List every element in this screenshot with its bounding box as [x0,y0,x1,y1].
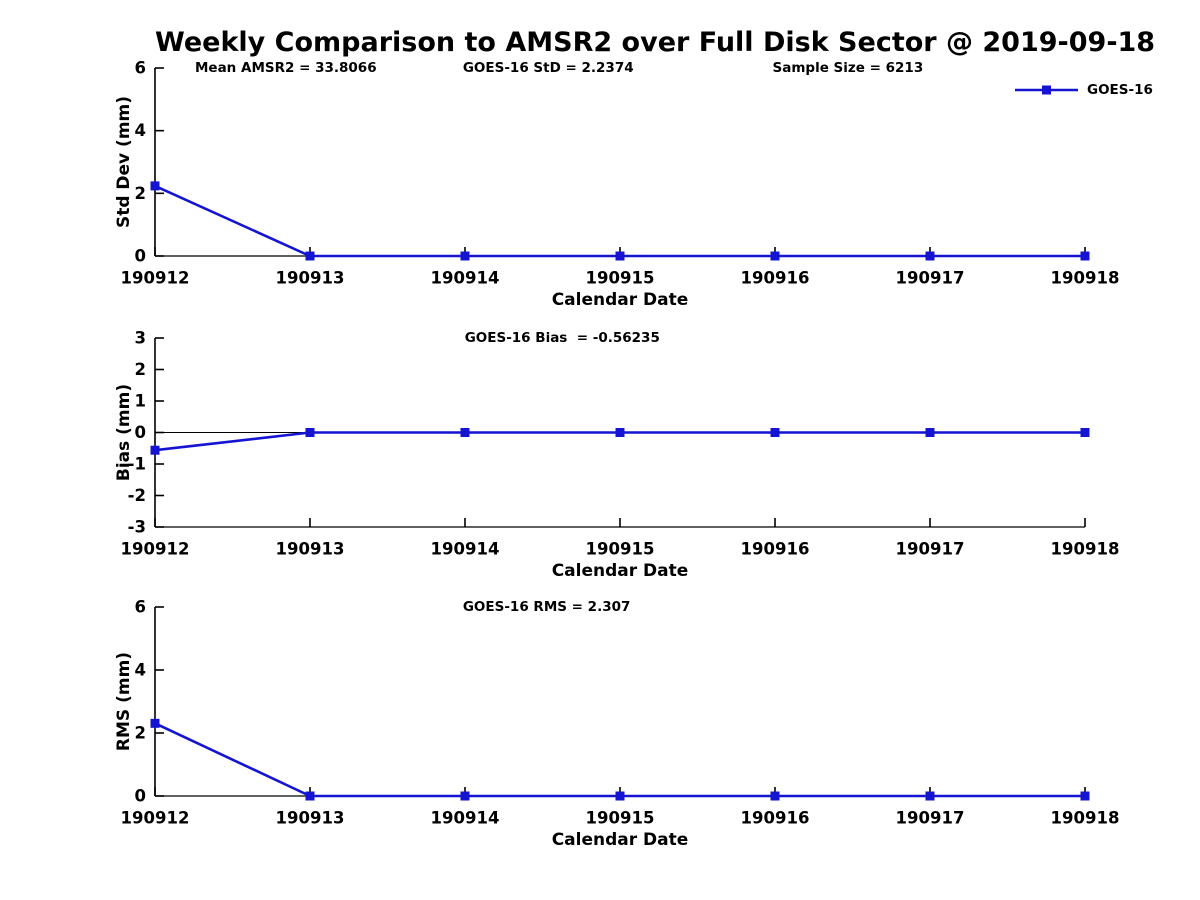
data-point [150,181,160,191]
y-axis-label: RMS (mm) [114,652,134,751]
data-point [770,428,780,437]
y-tick-label: 2 [135,360,146,379]
data-point [1080,791,1090,801]
data-point [305,251,315,261]
data-point [305,791,315,801]
y-tick-label: -3 [128,518,146,537]
x-tick-label: 190913 [276,809,345,828]
y-tick-label: -2 [128,486,146,505]
x-tick-label: 190914 [431,809,500,828]
data-line [154,184,1085,258]
data-point [615,428,625,437]
x-tick-label: 190918 [1051,269,1120,288]
y-tick-label: 6 [135,598,146,617]
x-tick-label: 190917 [896,269,965,288]
data-point [460,428,470,437]
data-point [150,718,160,728]
annotation: GOES-16 RMS = 2.307 [463,599,631,615]
x-tick-label: 190915 [586,540,655,559]
annotation: GOES-16 Bias = -0.56235 [465,330,660,346]
x-tick-label: 190916 [741,269,810,288]
data-point [1080,251,1090,261]
x-tick-label: 190912 [121,269,190,288]
legend-marker [1042,85,1051,95]
data-point [770,791,780,801]
figure-title: Weekly Comparison to AMSR2 over Full Dis… [155,27,1156,58]
x-tick-label: 190916 [741,809,810,828]
x-tick-label: 190915 [586,809,655,828]
y-tick-label: 6 [135,59,146,78]
y-axis-label: Bias (mm) [114,384,134,481]
legend-label: GOES-16 [1087,82,1153,98]
annotation: Mean AMSR2 = 33.8066 [195,60,377,76]
x-axis-label: Calendar Date [552,561,689,581]
data-point [925,428,935,437]
y-tick-label: 0 [135,423,146,442]
data-point [460,791,470,801]
y-axis-label: Std Dev (mm) [114,96,134,228]
x-tick-label: 190912 [121,809,190,828]
data-point [1080,428,1090,437]
data-point [305,428,315,437]
x-tick-label: 190913 [276,540,345,559]
data-point [925,791,935,801]
subplot-rms: 0 2 4 6 190912 190913 190914 190915 190916 190917… [114,598,1119,851]
x-axis-label: Calendar Date [552,830,689,850]
data-point [925,251,935,261]
annotation: Sample Size = 6213 [773,60,924,76]
y-tick-label: -1 [128,455,146,474]
y-tick-label: 0 [135,247,146,266]
data-line [154,722,1085,798]
data-point [150,445,160,455]
annotation: GOES-16 StD = 2.2374 [463,60,634,76]
x-tick-label: 190918 [1051,540,1120,559]
x-tick-label: 190917 [896,809,965,828]
x-tick-label: 190912 [121,540,190,559]
x-tick-label: 190913 [276,269,345,288]
x-tick-label: 190915 [586,269,655,288]
y-tick-label: 1 [135,392,146,411]
x-tick-label: 190914 [431,540,500,559]
data-point [460,251,470,261]
x-tick-label: 190914 [431,269,500,288]
data-point [615,791,625,801]
data-point [615,251,625,261]
subplot-bias: -3 -2 -1 0 1 2 3 190912 190913 190914 190915 190916… [114,329,1119,582]
x-tick-label: 190918 [1051,809,1120,828]
data-point [770,251,780,261]
y-tick-label: 0 [135,787,146,806]
y-tick-label: 2 [135,184,146,203]
x-axis-label: Calendar Date [552,290,689,310]
subplot-stddev: 0 2 4 6 190912 190913 190914 190915 190916 190917… [114,59,1153,311]
x-tick-label: 190916 [741,540,810,559]
y-tick-label: 3 [135,329,146,348]
y-tick-label: 2 [135,724,146,743]
y-tick-label: 4 [135,121,146,140]
x-tick-label: 190917 [896,540,965,559]
y-tick-label: 4 [135,661,146,680]
